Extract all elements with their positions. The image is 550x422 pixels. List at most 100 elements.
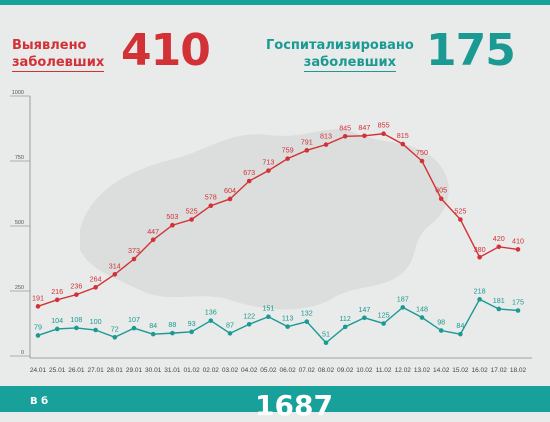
hospitalized-point: [112, 334, 118, 340]
hospitalized-data-label: 98: [437, 318, 445, 327]
detected-data-label: 236: [70, 282, 82, 291]
detected-data-label: 750: [416, 148, 428, 157]
x-tick-label: 01.02: [183, 367, 200, 374]
hospitalized-point: [266, 314, 271, 320]
hospitalized-label-line1: Госпитализировано: [266, 38, 414, 53]
x-tick-label: 09.02: [337, 367, 354, 374]
detected-point: [362, 133, 367, 139]
hospitalized-data-label: 112: [339, 314, 350, 323]
detected-data-label: 264: [90, 274, 102, 283]
detected-point: [400, 141, 406, 147]
hospitalized-data-label: 147: [358, 305, 370, 314]
detected-data-label: 847: [358, 123, 370, 132]
x-tick-label: 28.01: [107, 367, 124, 374]
x-tick-label: 10.02: [356, 367, 373, 374]
hospitalized-point: [54, 326, 60, 332]
detected-point: [131, 256, 137, 262]
detected-data-label: 525: [454, 207, 466, 216]
x-tick-label: 05.02: [260, 367, 277, 374]
detected-point: [170, 222, 175, 228]
detected-data-label: 759: [282, 146, 294, 155]
detected-point: [266, 168, 271, 173]
hospitalized-data-label: 218: [474, 286, 486, 295]
hospitalized-data-label: 125: [378, 311, 390, 320]
x-tick-label: 24.01: [30, 367, 47, 374]
x-tick-label: 04.02: [241, 367, 258, 374]
hospitalized-data-label: 88: [168, 320, 176, 329]
hospitalized-data-label: 84: [456, 321, 464, 330]
hospitalized-point: [189, 329, 194, 335]
detected-data-label: 503: [166, 212, 178, 221]
hospitalized-data-label: 151: [262, 304, 274, 313]
detected-data-label: 373: [128, 246, 140, 255]
detected-point: [246, 178, 252, 184]
hospitalized-point: [381, 321, 386, 326]
detected-point: [419, 158, 425, 164]
detected-value: 410: [121, 25, 211, 76]
y-tick-label: 250: [15, 285, 24, 291]
x-tick-label: 29.01: [126, 367, 143, 374]
bottom-band: В б 1687: [0, 386, 550, 420]
hospitalized-point: [515, 308, 521, 313]
detected-point: [285, 156, 290, 161]
hospitalized-point: [458, 331, 463, 337]
detected-point: [35, 304, 41, 309]
y-tick-label: 750: [15, 155, 24, 161]
hospitalized-series-line: [37, 298, 519, 344]
x-tick-label: 31.01: [164, 367, 181, 374]
detected-data-label: 216: [51, 287, 63, 296]
x-tick-label: 30.01: [145, 367, 162, 374]
hospitalized-point: [246, 321, 252, 327]
detected-data-label: 380: [474, 245, 486, 254]
hospitalized-label-line2: заболевших: [303, 55, 396, 72]
detected-data-label: 578: [205, 193, 217, 202]
hospitalized-point: [208, 318, 214, 323]
detected-point: [496, 244, 502, 250]
detected-data-label: 855: [378, 121, 390, 130]
detected-point: [458, 217, 463, 222]
y-tick-label: 1000: [12, 90, 24, 96]
detected-data-label: 525: [186, 207, 198, 216]
detected-point: [227, 196, 233, 202]
region-map-silhouette: [80, 129, 449, 310]
hospitalized-point: [323, 340, 329, 346]
hospitalized-data-label: 51: [322, 330, 330, 339]
hospitalized-point: [35, 333, 41, 338]
hospitalized-data-label: 108: [70, 315, 82, 324]
detected-label-line2: заболевших: [12, 55, 105, 72]
x-tick-label: 16.02: [471, 367, 488, 374]
hospitalized-data-label: 181: [493, 296, 505, 305]
y-tick-label: 500: [15, 220, 24, 226]
hospitalized-point: [342, 324, 348, 330]
x-tick-label: 06.02: [279, 367, 296, 374]
detected-point: [323, 142, 329, 147]
hospitalized-data-label: 107: [128, 315, 140, 324]
hospitalized-point: [304, 319, 310, 324]
detected-point: [93, 285, 98, 290]
detected-point: [112, 272, 118, 277]
x-tick-label: 02.02: [203, 367, 220, 374]
hospitalized-data-label: 79: [34, 322, 42, 331]
detected-label-line1: Выявлено: [12, 38, 87, 53]
detected-data-label: 420: [493, 234, 505, 243]
hospitalized-data-label: 72: [111, 324, 119, 333]
hospitalized-label: Госпитализировано заболевших: [266, 37, 414, 72]
hospitalized-point: [438, 328, 444, 333]
hospitalized-point: [419, 315, 425, 320]
bottom-value: 1687: [255, 389, 333, 422]
detected-series-line: [37, 132, 519, 308]
hospitalized-point: [496, 306, 502, 312]
hospitalized-point: [74, 325, 79, 331]
detected-data-label: 815: [397, 131, 409, 140]
detected-point: [438, 196, 444, 201]
hospitalized-data-label: 93: [188, 319, 196, 328]
x-tick-label: 03.02: [222, 367, 239, 374]
x-tick-label: 17.02: [491, 367, 508, 374]
x-tick-label: 26.01: [68, 367, 85, 374]
hospitalized-data-label: 132: [301, 309, 313, 318]
hospitalized-point: [170, 330, 175, 336]
hospitalized-data-label: 113: [282, 314, 293, 323]
detected-data-label: 813: [320, 132, 332, 141]
x-tick-label: 12.02: [395, 367, 412, 374]
